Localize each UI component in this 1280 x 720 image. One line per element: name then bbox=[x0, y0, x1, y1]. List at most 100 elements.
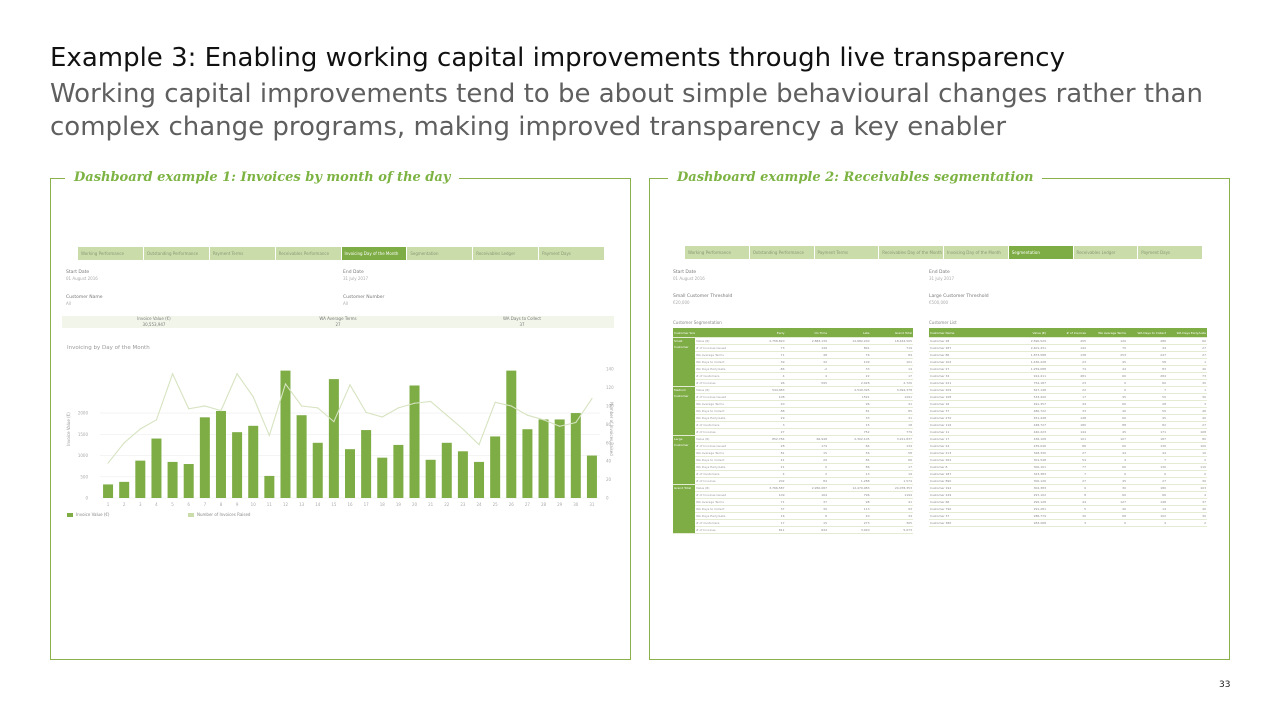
metric-value: 15 bbox=[785, 519, 828, 527]
d2-large-threshold-value[interactable]: €500,000 bbox=[929, 300, 949, 305]
metric-value: 30 bbox=[785, 505, 828, 513]
metric-value: 84 bbox=[828, 442, 871, 450]
bar bbox=[264, 475, 275, 498]
customer-name: Customer 890 bbox=[929, 477, 1007, 485]
customer-row[interactable]: Customer 34 912,411 481 60 284 73 bbox=[929, 372, 1207, 380]
metric-value: 41 bbox=[870, 498, 913, 506]
tab-invoicing-day-of-the-month[interactable]: Invoicing Day of the Month bbox=[341, 247, 408, 260]
y-axis-title: Invoice Value (€) bbox=[66, 412, 71, 446]
customer-row[interactable]: Customer 249 297,102 8 60 66 4 bbox=[929, 491, 1207, 499]
y-tick-label: 0 bbox=[85, 496, 88, 501]
kpi-label: Invoice Value (€) bbox=[137, 316, 171, 321]
customer-value: 440,223 bbox=[1007, 428, 1047, 436]
customer-row[interactable]: Customer 213 328,330 27 44 44 10 bbox=[929, 449, 1207, 457]
d1-end-date-value[interactable]: 31 July 2017 bbox=[343, 276, 369, 281]
tab-receivables-ledger[interactable]: Receivables Ledger bbox=[1073, 246, 1139, 259]
tab-payment-days[interactable]: Payment Days bbox=[539, 247, 605, 260]
bar bbox=[361, 430, 372, 498]
customer-row[interactable]: Customer 192 302,383 9 30 180 103 bbox=[929, 484, 1207, 492]
d2-end-date-value[interactable]: 31 July 2017 bbox=[929, 276, 955, 281]
tab-receivables-day-of-the-month[interactable]: Receivables Day of the Month bbox=[879, 246, 944, 259]
customer-value: 27 bbox=[1167, 421, 1207, 429]
metric-value: 779 bbox=[870, 428, 913, 436]
tab-segmentation[interactable]: Segmentation bbox=[407, 247, 474, 260]
d1-customer-number-value[interactable]: All bbox=[343, 301, 348, 306]
customer-row[interactable]: Customer 790 291,281 5 40 14 40 bbox=[929, 505, 1207, 513]
customer-row[interactable]: Customer 102 1,430,228 23 45 58 1 bbox=[929, 358, 1207, 366]
metric-value: 3,766,587 bbox=[743, 484, 786, 492]
customer-value: 101 bbox=[1047, 435, 1087, 443]
customer-row[interactable]: Customer 209 627,148 22 0 7 1 bbox=[929, 386, 1207, 394]
tab-outstanding-performance[interactable]: Outstanding Performance bbox=[143, 247, 210, 260]
metric-value: 33 bbox=[828, 365, 871, 373]
customer-row[interactable]: Customer 890 300,126 27 45 27 30 bbox=[929, 477, 1207, 485]
customer-value: 301,548 bbox=[1007, 456, 1047, 464]
tab-receivables-ledger[interactable]: Receivables Ledger bbox=[473, 247, 540, 260]
metric-value: 41 bbox=[743, 456, 786, 464]
bar bbox=[554, 419, 565, 498]
segmentation-row: Medium Customer Value (€) 544,983 2,549,395… bbox=[673, 386, 913, 436]
customer-row[interactable]: Customer 37 286,779 30 68 102 30 bbox=[929, 512, 1207, 520]
customer-row[interactable]: Customer 24 435,046 86 60 130 100 bbox=[929, 442, 1207, 450]
customer-row[interactable]: Customer 287 2,401,431 142 70 44 27 bbox=[929, 344, 1207, 352]
d2-large-threshold: Large Customer Threshold €500,000 bbox=[929, 294, 989, 306]
bar bbox=[135, 460, 146, 498]
tab-receivables-performance[interactable]: Receivables Performance bbox=[275, 247, 342, 260]
segmentation-header-cell: Grand Total bbox=[870, 328, 913, 338]
customer-name: Customer 28 bbox=[929, 337, 1007, 345]
customer-name: Customer 790 bbox=[929, 505, 1007, 513]
customer-row[interactable]: Customer 187 323,383 7 0 0 0 bbox=[929, 470, 1207, 478]
segmentation-row: Large Customer Value (€) 852,784 66,948 2,30… bbox=[673, 435, 913, 485]
metric-value: 13 bbox=[828, 470, 871, 478]
customer-row[interactable]: Customer 86 1,873,588 138 253 247 27 bbox=[929, 351, 1207, 359]
metric-value: 17 bbox=[870, 372, 913, 380]
customer-value: 60 bbox=[1087, 414, 1127, 422]
customer-value: 86 bbox=[1047, 442, 1087, 450]
customer-row[interactable]: Customer 17 436,108 101 107 187 80 bbox=[929, 435, 1207, 443]
customer-value: 180 bbox=[1047, 421, 1087, 429]
kpi-label: WA Days to Collect bbox=[503, 316, 541, 321]
customer-row[interactable]: Customer 37 480,722 33 40 50 46 bbox=[929, 407, 1207, 415]
customer-value: 148 bbox=[1127, 498, 1167, 506]
customer-row[interactable]: Customer 262 301,548 54 4 7 2 bbox=[929, 456, 1207, 464]
d1-customer-number: Customer Number All bbox=[343, 295, 384, 307]
line-point bbox=[284, 383, 287, 385]
metric-label: # of Invoices bbox=[695, 379, 743, 387]
metric-value: 101 bbox=[870, 358, 913, 366]
customer-row[interactable]: Customer 66 295,128 44 127 148 37 bbox=[929, 498, 1207, 506]
tab-payment-days[interactable]: Payment Days bbox=[1138, 246, 1203, 259]
tab-working-performance[interactable]: Working Performance bbox=[78, 247, 144, 260]
customer-row[interactable]: Customer 8 300,101 77 60 130 110 bbox=[929, 463, 1207, 471]
d1-start-date-value[interactable]: 01 August 2016 bbox=[66, 276, 98, 281]
y-tick-label: 1500 bbox=[78, 432, 89, 437]
customer-row[interactable]: Customer 11 440,223 144 45 171 108 bbox=[929, 428, 1207, 436]
tab-segmentation[interactable]: Segmentation bbox=[1008, 246, 1074, 259]
d2-start-date-value[interactable]: 01 August 2016 bbox=[673, 276, 705, 281]
legend-bar-label: Invoice Value (€) bbox=[76, 512, 110, 517]
customer-segmentation-table: Customer Size Early On Time Late Grand Total… bbox=[673, 328, 913, 534]
customer-row[interactable]: Customer 28 2,590,529 205 120 280 60 bbox=[929, 337, 1207, 345]
segment-name: Large Customer bbox=[673, 435, 695, 485]
metric-value bbox=[785, 386, 828, 394]
d1-customer-name-value[interactable]: All bbox=[66, 301, 71, 306]
customer-row[interactable]: Customer 270 451,448 148 60 45 40 bbox=[929, 414, 1207, 422]
tab-outstanding-performance[interactable]: Outstanding Performance bbox=[749, 246, 815, 259]
tab-invoicing-day-of-the-month[interactable]: Invoicing Day of the Month bbox=[944, 246, 1009, 259]
metric-value: 1591 bbox=[828, 393, 871, 401]
dashboard-panel-2: Dashboard example 2: Receivables segment… bbox=[649, 169, 1230, 660]
customer-row[interactable]: Customer 116 448,727 180 88 82 27 bbox=[929, 421, 1207, 429]
customer-row[interactable]: Customer 108 533,420 17 45 50 30 bbox=[929, 393, 1207, 401]
tab-payment-terms[interactable]: Payment Terms bbox=[209, 247, 276, 260]
customer-row[interactable]: Customer 16 491,357 44 60 28 3 bbox=[929, 400, 1207, 408]
metric-label: # of Invoices Issued bbox=[695, 393, 743, 401]
tab-payment-terms[interactable]: Payment Terms bbox=[814, 246, 880, 259]
metric-value: 84 bbox=[785, 477, 828, 485]
kpi-days-to-collect: WA Days to Collect 37 bbox=[430, 316, 614, 328]
d2-small-threshold-value[interactable]: €20,000 bbox=[673, 300, 690, 305]
metric-value: 34 bbox=[870, 512, 913, 520]
customer-row[interactable]: Customer 380 283,268 3 0 4 2 bbox=[929, 519, 1207, 527]
customer-row[interactable]: Customer 27 1,259,088 74 44 83 40 bbox=[929, 365, 1207, 373]
customer-name: Customer 262 bbox=[929, 456, 1007, 464]
tab-working-performance[interactable]: Working Performance bbox=[685, 246, 750, 259]
customer-row[interactable]: Customer 221 754,187 23 0 60 30 bbox=[929, 379, 1207, 387]
